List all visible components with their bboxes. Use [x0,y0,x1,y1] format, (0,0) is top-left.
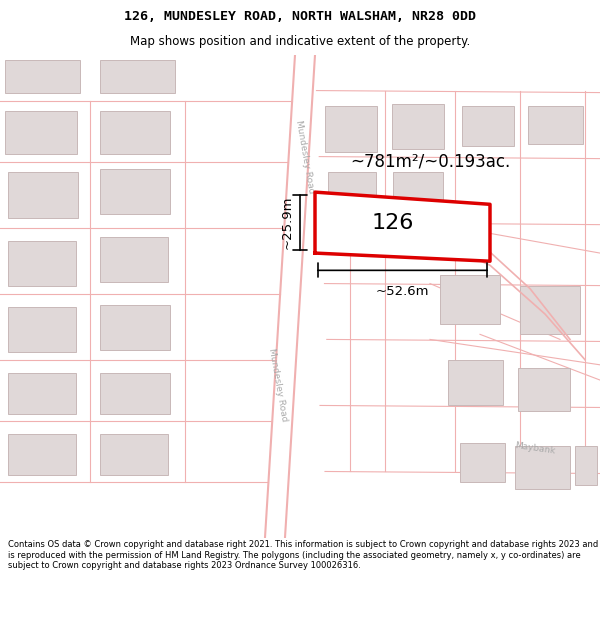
Bar [392,104,444,149]
Bar [100,373,170,414]
Bar [5,60,80,92]
Text: Contains OS data © Crown copyright and database right 2021. This information is : Contains OS data © Crown copyright and d… [8,540,598,570]
Text: Mundesley Road: Mundesley Road [267,348,289,423]
Bar [460,443,505,482]
Bar [518,368,570,411]
Text: ~25.9m: ~25.9m [281,196,294,249]
Text: 126, MUNDESLEY ROAD, NORTH WALSHAM, NR28 0DD: 126, MUNDESLEY ROAD, NORTH WALSHAM, NR28… [124,10,476,23]
Bar [328,172,376,214]
Bar [528,106,583,144]
Bar [448,360,503,406]
Text: ~52.6m: ~52.6m [376,284,429,298]
Bar [8,373,76,414]
Bar [5,111,77,154]
Text: ~781m²/~0.193ac.: ~781m²/~0.193ac. [350,152,510,171]
Bar [462,106,514,146]
Bar [100,169,170,214]
Bar [8,241,76,286]
Text: Map shows position and indicative extent of the property.: Map shows position and indicative extent… [130,35,470,48]
Bar [8,172,78,217]
Bar [100,237,168,281]
Text: Mundesley Road: Mundesley Road [294,119,316,194]
Bar [520,286,580,334]
Bar [515,446,570,489]
Bar [100,111,170,154]
Bar [575,446,597,484]
Bar [100,60,175,92]
Bar [8,434,76,474]
Bar [100,434,168,474]
Text: Maybank: Maybank [514,441,556,456]
Bar [393,172,443,214]
Text: 126: 126 [371,213,413,232]
Bar [440,276,500,324]
Bar [325,106,377,151]
Polygon shape [315,192,490,261]
Bar [8,307,76,352]
Bar [100,305,170,349]
